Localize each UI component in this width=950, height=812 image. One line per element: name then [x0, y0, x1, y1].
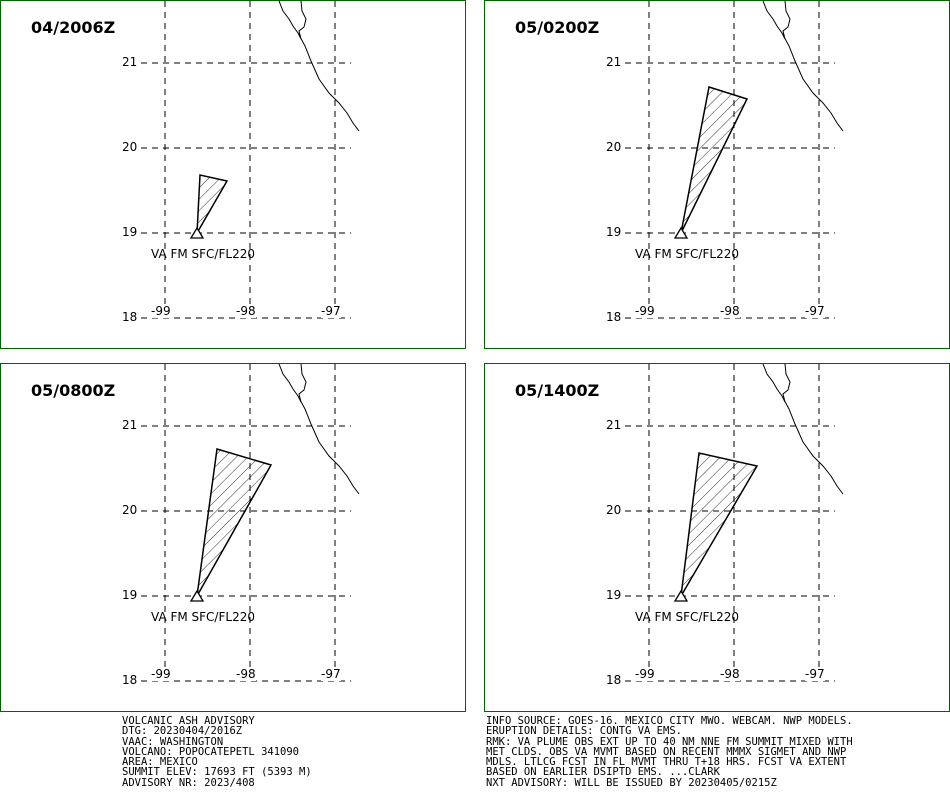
lat-label: 21 [606, 418, 622, 432]
map-canvas-2 [625, 1, 844, 319]
lat-label: 21 [122, 418, 138, 432]
lat-label: 19 [122, 588, 138, 602]
ash-cloud-polygon [196, 174, 229, 234]
ash-cloud-polygon [680, 86, 749, 234]
map-canvas-4 [625, 364, 844, 682]
lat-label: 18 [606, 310, 622, 324]
advisory-line: RMK: VA PLUME OBS EXT UP TO 40 NM NNE FM… [486, 735, 853, 748]
coastline [762, 1, 844, 132]
lon-label: -98 [720, 667, 740, 681]
advisory-line: VOLCANIC ASH ADVISORY [122, 715, 255, 727]
advisory-line: DTG: 20230404/2016Z [122, 725, 243, 738]
lat-lon-grid [625, 1, 835, 319]
lat-label: 18 [122, 310, 138, 324]
lon-label: -98 [720, 304, 740, 318]
coastline [278, 1, 360, 132]
advisory-line: VAAC: WASHINGTON [122, 735, 224, 748]
coastline [762, 364, 844, 495]
advisory-line: INFO SOURCE: GOES-16. MEXICO CITY MWO. W… [486, 715, 853, 727]
lat-label: 18 [122, 673, 138, 687]
map-panel-1: 04/2006Z 21 20 19 18 -99 -98 -97 VA FM S… [0, 0, 466, 349]
panel-title: 04/2006Z [31, 18, 116, 37]
lon-label: -99 [151, 304, 171, 318]
advisory-line: AREA: MEXICO [122, 756, 198, 769]
lon-label: -99 [635, 304, 655, 318]
advisory-remarks-block: INFO SOURCE: GOES-16. MEXICO CITY MWO. W… [486, 715, 853, 789]
lat-lon-grid [625, 364, 835, 682]
lat-label: 20 [606, 140, 622, 154]
panel-title: 05/1400Z [515, 381, 600, 400]
lat-label: 21 [606, 55, 622, 69]
map-panel-3: 05/0800Z 21 20 19 18 -99 -98 -97 VA FM S… [0, 363, 466, 712]
lon-label: -97 [805, 304, 825, 318]
map-canvas-3 [141, 364, 360, 682]
lat-label: 20 [122, 140, 138, 154]
lat-label: 19 [606, 588, 622, 602]
ash-level-label: VA FM SFC/FL220 [151, 610, 255, 624]
volcano-triangle [189, 589, 205, 602]
advisory-line: ERUPTION DETAILS: CONTG VA EMS. [486, 725, 682, 738]
lon-label: -97 [321, 304, 341, 318]
lat-label: 19 [606, 225, 622, 239]
advisory-line: BASED ON EARLIER DSIPTD EMS. ...CLARK [486, 766, 720, 779]
lon-label: -97 [805, 667, 825, 681]
volcano-triangle [189, 226, 205, 239]
panel-title: 05/0800Z [31, 381, 116, 400]
map-panel-4: 05/1400Z 21 20 19 18 -99 -98 -97 VA FM S… [484, 363, 950, 712]
panel-title: 05/0200Z [515, 18, 600, 37]
ash-cloud-polygon [680, 452, 759, 597]
map-panel-2: 05/0200Z 21 20 19 18 -99 -98 -97 VA FM S… [484, 0, 950, 349]
lat-lon-grid [141, 364, 351, 682]
lat-lon-grid [141, 1, 351, 319]
lat-label: 21 [122, 55, 138, 69]
ash-level-label: VA FM SFC/FL220 [151, 247, 255, 261]
advisory-line: SUMMIT ELEV: 17693 FT (5393 M) [122, 766, 312, 779]
coastline [278, 364, 360, 495]
volcano-triangle [673, 589, 689, 602]
advisory-line: NXT ADVISORY: WILL BE ISSUED BY 20230405… [486, 776, 777, 789]
lat-label: 18 [606, 673, 622, 687]
volcano-triangle [673, 226, 689, 239]
ash-cloud-polygon [196, 448, 273, 597]
ash-level-label: VA FM SFC/FL220 [635, 610, 739, 624]
advisory-line: MDLS. LTLCG FCST IN FL MVMT THRU T+18 HR… [486, 756, 847, 769]
lat-label: 20 [606, 503, 622, 517]
advisory-header-block: VOLCANIC ASH ADVISORY DTG: 20230404/2016… [122, 715, 312, 789]
lat-label: 19 [122, 225, 138, 239]
lon-label: -99 [635, 667, 655, 681]
lon-label: -97 [321, 667, 341, 681]
advisory-line: MET CLDS. OBS VA MVMT BASED ON RECENT MM… [486, 745, 847, 758]
map-canvas-1 [141, 1, 360, 319]
advisory-line: ADVISORY NR: 2023/408 [122, 776, 255, 789]
lon-label: -99 [151, 667, 171, 681]
advisory-line: VOLCANO: POPOCATEPETL 341090 [122, 745, 300, 758]
ash-level-label: VA FM SFC/FL220 [635, 247, 739, 261]
lat-label: 20 [122, 503, 138, 517]
lon-label: -98 [236, 304, 256, 318]
lon-label: -98 [236, 667, 256, 681]
